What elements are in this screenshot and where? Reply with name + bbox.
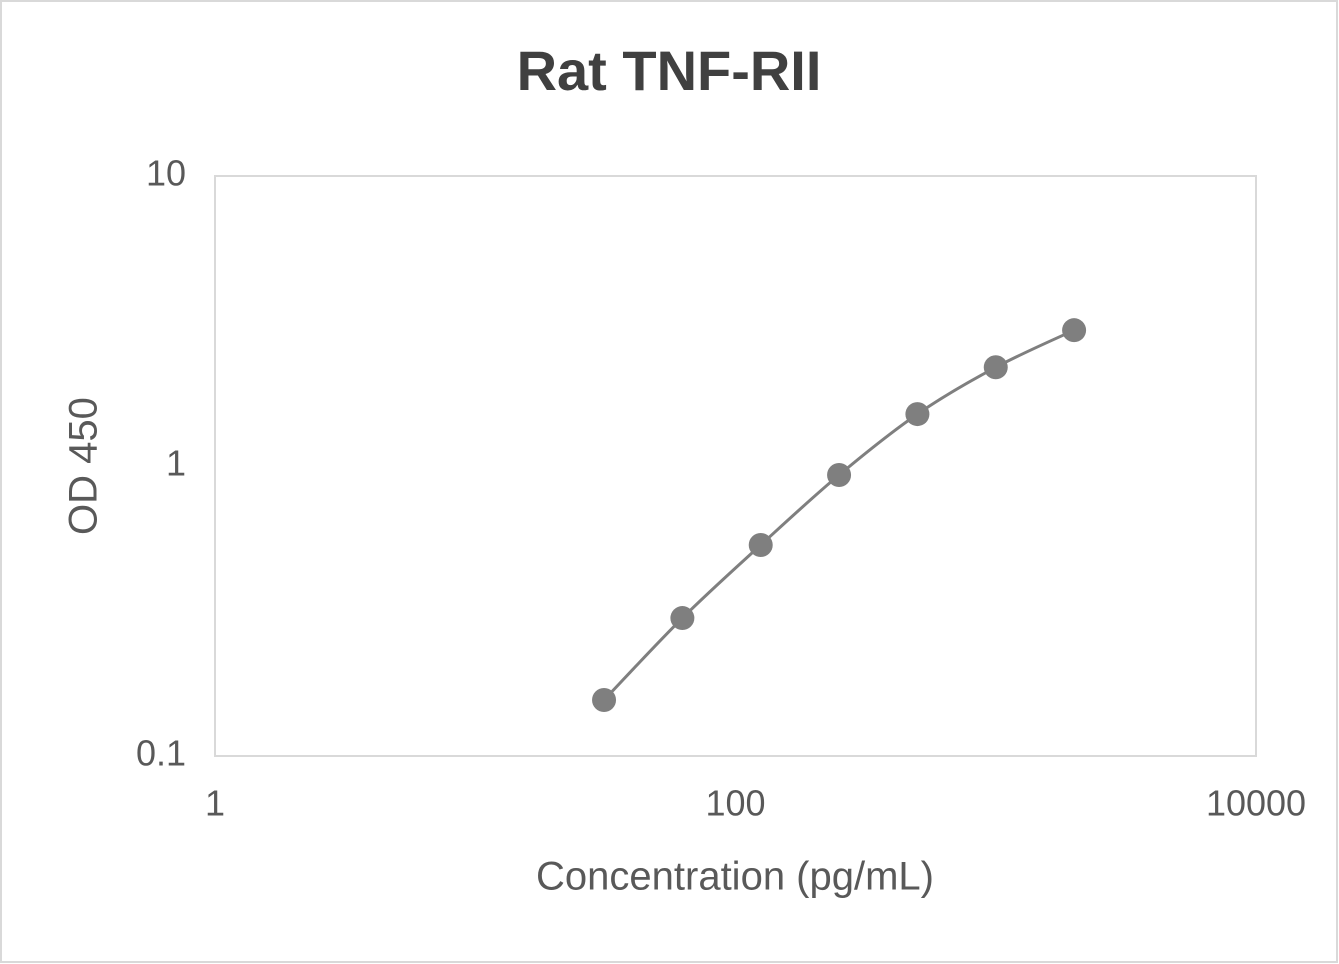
y-tick-label: 10: [146, 153, 186, 194]
y-tick-label: 0.1: [136, 733, 186, 774]
data-point: [748, 533, 773, 558]
chart-title: Rat TNF-RII: [517, 39, 822, 102]
plot-area: [214, 175, 1257, 757]
x-tick-label: 1: [205, 783, 225, 824]
data-point: [1062, 318, 1087, 343]
x-tick-label: 100: [705, 783, 765, 824]
data-point: [592, 687, 617, 712]
data-point: [983, 355, 1008, 380]
x-tick-label: 10000: [1206, 783, 1306, 824]
x-axis-label: Concentration (pg/mL): [536, 855, 934, 899]
y-tick-label: 1: [166, 443, 186, 484]
y-axis-label: OD 450: [62, 397, 106, 535]
data-point: [670, 606, 695, 631]
data-point: [827, 463, 852, 488]
data-point: [905, 402, 930, 427]
